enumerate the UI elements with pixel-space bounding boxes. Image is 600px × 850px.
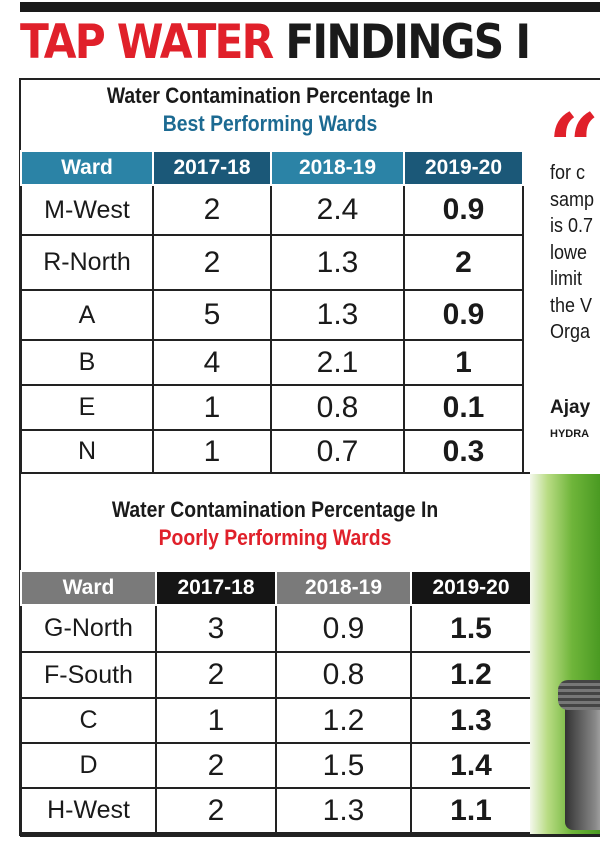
quote-line: lowe: [550, 241, 588, 264]
header-row: Ward 2017-18 2018-19 2019-20: [20, 570, 532, 606]
headline-black: FINDINGS I: [285, 15, 531, 70]
value-cell: 1: [152, 429, 272, 474]
ward-cell: M-West: [20, 184, 154, 236]
ward-cell: H-West: [20, 787, 157, 834]
ward-cell: N: [20, 429, 154, 474]
column-header: 2017-18: [152, 150, 272, 186]
section-divider: [20, 472, 530, 474]
value-cell: 1.3: [275, 787, 412, 834]
tap-thread-image: [558, 680, 600, 710]
quote-mark-icon: “: [548, 94, 600, 148]
value-cell: 2.4: [270, 184, 405, 236]
table-subtitle: Poorly Performing Wards: [158, 525, 392, 550]
value-cell: 0.8: [270, 384, 405, 431]
value-cell: 0.7: [270, 429, 405, 474]
value-cell: 1: [403, 339, 524, 386]
table-title: Water Contamination Percentage In: [106, 83, 434, 108]
table-subtitle: Best Performing Wards: [162, 111, 378, 136]
value-cell: 1: [155, 697, 277, 744]
quote-line: is 0.7: [550, 215, 594, 237]
value-cell: 1.2: [410, 651, 532, 699]
value-cell: 2: [152, 184, 272, 236]
top-rule: [20, 2, 600, 12]
value-cell: 1.3: [270, 234, 405, 291]
ward-cell: R-North: [20, 234, 154, 291]
ward-cell: B: [20, 339, 154, 386]
poor-wards-title: Water Contamination Percentage In Poorly…: [51, 496, 500, 552]
value-cell: 2: [152, 234, 272, 291]
headline-red: TAP WATER: [20, 15, 274, 70]
value-cell: 1.2: [275, 697, 412, 744]
quote-line: limit: [550, 268, 582, 290]
column-header: Ward: [20, 150, 154, 186]
value-cell: 3: [155, 604, 277, 653]
quote-line: Orga: [550, 321, 591, 343]
table-row: G-North 3 0.9 1.5: [20, 604, 532, 653]
best-wards-table: Ward 2017-18 2018-19 2019-20 M-West 2 2.4 0.9 R…: [20, 150, 524, 474]
ward-cell: D: [20, 742, 157, 789]
table-row: M-West 2 2.4 0.9: [20, 184, 524, 236]
value-cell: 0.1: [403, 384, 524, 431]
column-header: 2019-20: [410, 570, 532, 606]
column-header: Ward: [20, 570, 157, 606]
ward-cell: E: [20, 384, 154, 431]
value-cell: 1.3: [410, 697, 532, 744]
table-row: B 4 2.1 1: [20, 339, 524, 386]
table-row: E 1 0.8 0.1: [20, 384, 524, 431]
ward-cell: F-South: [20, 651, 157, 699]
table-row: R-North 2 1.3 2: [20, 234, 524, 291]
table-row: D 2 1.5 1.4: [20, 742, 532, 789]
quote-line: for c: [550, 162, 586, 184]
value-cell: 2.1: [270, 339, 405, 386]
quote-author-role: HYDRA: [550, 428, 590, 440]
ward-cell: C: [20, 697, 157, 744]
column-header: 2019-20: [403, 150, 524, 186]
value-cell: 1: [152, 384, 272, 431]
value-cell: 1.3: [270, 289, 405, 341]
value-cell: 1.5: [275, 742, 412, 789]
value-cell: 0.9: [275, 604, 412, 653]
quote-author: Ajay: [550, 397, 591, 418]
header-row: Ward 2017-18 2018-19 2019-20: [20, 150, 524, 186]
table-row: C 1 1.2 1.3: [20, 697, 532, 744]
quote-line: the V: [550, 294, 593, 317]
column-header: 2018-19: [275, 570, 412, 606]
value-cell: 0.9: [403, 289, 524, 341]
quote-line: samp: [550, 188, 595, 211]
value-cell: 0.9: [403, 184, 524, 236]
bottom-rule: [20, 834, 600, 837]
frame-top-rule: [20, 78, 600, 80]
value-cell: 5: [152, 289, 272, 341]
value-cell: 2: [155, 742, 277, 789]
poor-wards-table: Ward 2017-18 2018-19 2019-20 G-North 3 0.9 1.5…: [20, 570, 532, 834]
table-title: Water Contamination Percentage In: [111, 497, 439, 522]
ward-cell: A: [20, 289, 154, 341]
value-cell: 1.1: [410, 787, 532, 834]
value-cell: 0.8: [275, 651, 412, 699]
value-cell: 2: [155, 651, 277, 699]
ward-cell: G-North: [20, 604, 157, 653]
value-cell: 4: [152, 339, 272, 386]
value-cell: 1.5: [410, 604, 532, 653]
table-row: A 5 1.3 0.9: [20, 289, 524, 341]
frame-left-rule: [19, 78, 21, 836]
column-header: 2018-19: [270, 150, 405, 186]
pull-quote: for c samp is 0.7 lowe limit the V Orga: [550, 160, 594, 346]
table-row: H-West 2 1.3 1.1: [20, 787, 532, 834]
value-cell: 1.4: [410, 742, 532, 789]
table-row: F-South 2 0.8 1.2: [20, 651, 532, 699]
value-cell: 2: [403, 234, 524, 291]
table-row: N 1 0.7 0.3: [20, 429, 524, 474]
best-wards-title: Water Contamination Percentage In Best P…: [50, 82, 490, 138]
column-header: 2017-18: [155, 570, 277, 606]
headline: TAP WATER FINDINGS I: [20, 14, 531, 72]
value-cell: 0.3: [403, 429, 524, 474]
value-cell: 2: [155, 787, 277, 834]
